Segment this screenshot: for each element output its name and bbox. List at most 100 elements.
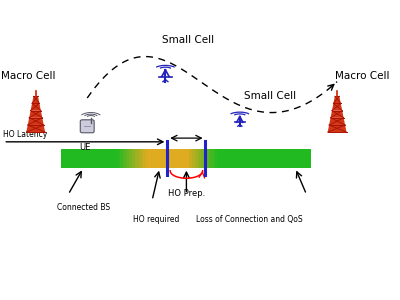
Bar [126, 148, 130, 168]
Bar [229, 148, 233, 168]
Bar [164, 148, 167, 168]
Bar [307, 148, 311, 168]
Bar [182, 148, 186, 168]
Bar [92, 148, 95, 168]
Polygon shape [329, 118, 345, 125]
Bar [173, 148, 176, 168]
Bar [160, 148, 164, 168]
Bar [264, 148, 267, 168]
Text: Loss of Connection and QoS: Loss of Connection and QoS [196, 215, 303, 224]
Bar [82, 148, 86, 168]
Bar [220, 148, 223, 168]
Bar [245, 148, 248, 168]
Bar [267, 148, 270, 168]
Bar [254, 148, 258, 168]
Bar [217, 148, 220, 168]
Bar [251, 148, 254, 168]
Bar [210, 148, 214, 168]
Bar [279, 148, 283, 168]
Bar [114, 148, 117, 168]
Bar [192, 148, 195, 168]
Bar [295, 148, 298, 168]
Polygon shape [32, 96, 40, 103]
Bar [257, 148, 261, 168]
Bar [304, 148, 308, 168]
Bar [270, 148, 273, 168]
Bar [188, 148, 192, 168]
Bar [79, 148, 83, 168]
Polygon shape [333, 96, 341, 103]
Bar [117, 148, 120, 168]
Text: Macro Cell: Macro Cell [1, 71, 56, 81]
Bar [120, 148, 123, 168]
Bar [242, 148, 245, 168]
Bar [95, 148, 98, 168]
Bar [64, 148, 67, 168]
Bar [157, 148, 161, 168]
Text: Small Cell: Small Cell [162, 35, 214, 45]
Polygon shape [26, 125, 45, 132]
Bar [285, 148, 289, 168]
Bar [179, 148, 183, 168]
Bar [176, 148, 180, 168]
Bar [89, 148, 92, 168]
Bar [204, 148, 208, 168]
Bar [145, 148, 148, 168]
Bar [282, 148, 286, 168]
Bar [276, 148, 280, 168]
Bar [73, 148, 76, 168]
Bar [101, 148, 105, 168]
Bar [129, 148, 133, 168]
Bar [201, 148, 204, 168]
Bar [226, 148, 230, 168]
Bar [298, 148, 301, 168]
Bar [104, 148, 108, 168]
Bar [232, 148, 236, 168]
Bar [86, 148, 89, 168]
Polygon shape [328, 125, 346, 132]
Bar [214, 148, 217, 168]
Bar [136, 148, 139, 168]
Text: Macro Cell: Macro Cell [335, 71, 390, 81]
Bar [170, 148, 173, 168]
Bar [98, 148, 102, 168]
Text: HO Latency: HO Latency [3, 130, 48, 139]
Polygon shape [330, 111, 344, 118]
Bar [248, 148, 252, 168]
Polygon shape [332, 103, 342, 111]
Bar [154, 148, 158, 168]
Bar [288, 148, 292, 168]
Bar [142, 148, 145, 168]
Bar [223, 148, 226, 168]
Bar [148, 148, 152, 168]
Bar [292, 148, 295, 168]
Bar [236, 148, 239, 168]
Text: Small Cell: Small Cell [244, 92, 296, 101]
Bar [198, 148, 202, 168]
Bar [167, 148, 170, 168]
Bar [260, 148, 264, 168]
Bar [186, 148, 189, 168]
Bar [123, 148, 126, 168]
Bar [60, 148, 64, 168]
Polygon shape [30, 103, 41, 111]
Bar [60, 148, 310, 168]
Bar [238, 148, 242, 168]
Bar [70, 148, 73, 168]
Bar [76, 148, 80, 168]
Text: UE: UE [80, 142, 91, 152]
Bar [207, 148, 211, 168]
Bar [110, 148, 114, 168]
Text: Connected BS: Connected BS [57, 203, 110, 212]
Bar [132, 148, 136, 168]
Bar [273, 148, 276, 168]
Bar [301, 148, 304, 168]
Bar [195, 148, 198, 168]
Text: HO required: HO required [133, 215, 179, 224]
Polygon shape [28, 118, 44, 125]
Bar [151, 148, 154, 168]
Bar [67, 148, 70, 168]
Bar [107, 148, 111, 168]
FancyBboxPatch shape [80, 120, 94, 133]
Bar [138, 148, 142, 168]
